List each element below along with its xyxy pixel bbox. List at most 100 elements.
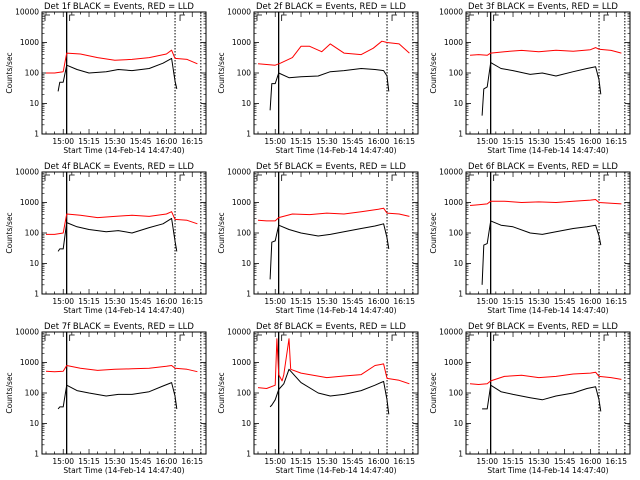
x-tick-label: 16:00: [368, 457, 390, 466]
x-tick-label: 15:00: [264, 457, 286, 466]
x-tick-label: 16:15: [181, 137, 203, 146]
detector-plot-8: Det 8f BLACK = Events, RED = LLD 1 10 100 10…: [217, 322, 419, 475]
y-tick-label: 10000: [227, 328, 251, 337]
x-tick-label: 15:45: [554, 137, 576, 146]
corner-bracket-start: [256, 14, 262, 21]
y-tick-label: 100: [237, 69, 252, 78]
y-tick-label: 10000: [15, 8, 39, 17]
y-tick-label: 10000: [439, 8, 463, 17]
x-tick-label: 16:15: [605, 137, 627, 146]
y-axis-label: Counts/sec: [429, 372, 438, 413]
y-tick-label: 1000: [232, 198, 251, 207]
corner-bracket-end: [391, 174, 398, 181]
x-tick-label: 15:45: [130, 137, 152, 146]
lld-series-line: [469, 371, 622, 385]
x-tick-label: 15:00: [264, 297, 286, 306]
y-tick-label: 10000: [439, 328, 463, 337]
x-tick-label: 15:15: [78, 137, 100, 146]
detector-plot-3: Det 3f BLACK = Events, RED = LLD 1 10 100 10…: [429, 2, 631, 155]
x-tick-label: 15:15: [502, 457, 524, 466]
x-tick-label: 15:30: [104, 137, 126, 146]
y-tick-label: 1: [246, 450, 251, 459]
lld-series-line: [469, 199, 622, 206]
x-tick-label: 15:00: [476, 457, 498, 466]
y-tick-label: 1: [246, 290, 251, 299]
corner-bracket-start: [44, 14, 50, 21]
x-tick-label: 15:45: [342, 297, 364, 306]
lld-series-line: [257, 40, 410, 66]
x-tick-label: 16:15: [393, 137, 415, 146]
x-axis-label: Start Time (14-Feb-14 14:47:40): [275, 306, 396, 315]
y-tick-label: 1000: [20, 358, 39, 367]
x-tick-label: 15:15: [290, 137, 312, 146]
x-tick-label: 16:00: [580, 137, 602, 146]
corner-bracket-end: [603, 334, 610, 341]
x-tick-label: 15:15: [78, 297, 100, 306]
y-tick-label: 10: [241, 99, 251, 108]
corner-bracket-interval: [493, 174, 499, 181]
corner-bracket-interval: [281, 334, 287, 341]
x-tick-label: 15:45: [342, 137, 364, 146]
y-tick-label: 100: [237, 229, 252, 238]
corner-bracket-start: [468, 174, 474, 181]
y-tick-label: 100: [449, 229, 464, 238]
x-axis-label: Start Time (14-Feb-14 14:47:40): [63, 466, 184, 475]
y-tick-label: 100: [25, 69, 40, 78]
lld-series-line: [469, 47, 622, 56]
x-tick-label: 16:00: [580, 297, 602, 306]
y-tick-label: 100: [449, 389, 464, 398]
events-series-line: [57, 57, 178, 92]
x-tick-label: 16:15: [393, 457, 415, 466]
corner-bracket-end: [603, 174, 610, 181]
y-tick-label: 10000: [439, 168, 463, 177]
y-tick-label: 100: [449, 69, 464, 78]
y-tick-label: 100: [237, 389, 252, 398]
x-tick-label: 15:45: [554, 297, 576, 306]
x-tick-label: 16:00: [156, 137, 178, 146]
plot-title: Det 4f BLACK = Events, RED = LLD: [44, 162, 194, 172]
x-tick-label: 15:15: [502, 297, 524, 306]
x-axis-label: Start Time (14-Feb-14 14:47:40): [63, 306, 184, 315]
x-tick-label: 15:00: [52, 137, 74, 146]
y-tick-label: 100: [25, 229, 40, 238]
corner-bracket-interval: [281, 174, 287, 181]
x-tick-label: 15:30: [528, 137, 550, 146]
corner-bracket-end: [179, 174, 186, 181]
plot-title: Det 9f BLACK = Events, RED = LLD: [468, 322, 618, 332]
x-tick-label: 15:30: [528, 297, 550, 306]
events-series-line: [269, 223, 390, 280]
lld-series-line: [45, 365, 198, 373]
corner-bracket-end: [179, 14, 186, 21]
y-tick-label: 1: [34, 130, 39, 139]
lld-series-line: [257, 338, 410, 389]
detector-plot-4: Det 4f BLACK = Events, RED = LLD 1 10 100 10…: [5, 162, 207, 315]
x-tick-label: 16:00: [368, 137, 390, 146]
x-tick-label: 15:00: [476, 137, 498, 146]
events-series-line: [482, 384, 602, 412]
corner-bracket-start: [256, 334, 262, 341]
x-tick-label: 16:00: [156, 457, 178, 466]
plot-title: Det 5f BLACK = Events, RED = LLD: [256, 162, 406, 172]
y-axis-label: Counts/sec: [5, 212, 14, 253]
plot-title: Det 6f BLACK = Events, RED = LLD: [468, 162, 618, 172]
x-tick-label: 15:45: [130, 457, 152, 466]
corner-bracket-start: [468, 334, 474, 341]
x-tick-label: 16:00: [580, 457, 602, 466]
x-tick-label: 15:30: [316, 137, 338, 146]
plot-title: Det 8f BLACK = Events, RED = LLD: [256, 322, 406, 332]
x-tick-label: 16:15: [605, 297, 627, 306]
y-tick-label: 10000: [15, 328, 39, 337]
x-tick-label: 15:30: [104, 297, 126, 306]
lld-series-line: [46, 211, 198, 235]
detector-plot-6: Det 6f BLACK = Events, RED = LLD 1 10 100 10…: [429, 162, 631, 315]
plot-title: Det 7f BLACK = Events, RED = LLD: [44, 322, 194, 332]
x-tick-label: 16:00: [368, 297, 390, 306]
x-axis-label: Start Time (14-Feb-14 14:47:40): [275, 146, 396, 155]
corner-bracket-end: [391, 14, 398, 21]
corner-bracket-start: [44, 174, 50, 181]
y-axis-label: Counts/sec: [217, 52, 226, 93]
x-tick-label: 15:30: [104, 457, 126, 466]
x-axis-label: Start Time (14-Feb-14 14:47:40): [487, 306, 608, 315]
x-axis-label: Start Time (14-Feb-14 14:47:40): [63, 146, 184, 155]
y-tick-label: 1: [34, 450, 39, 459]
